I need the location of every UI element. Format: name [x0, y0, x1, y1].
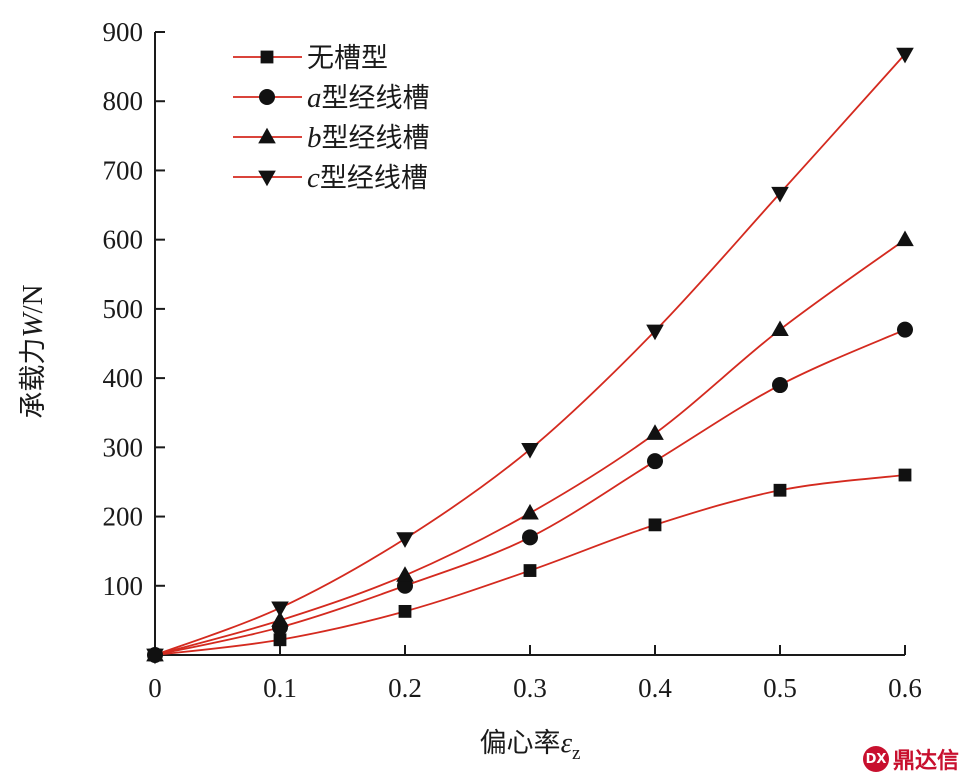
data-point-square: [273, 633, 287, 647]
data-point-circle: [522, 529, 538, 546]
series-line-2: [154, 328, 906, 656]
ddx-logo-icon: DX: [862, 746, 889, 772]
data-point-triangle-up: [896, 230, 914, 247]
data-point-triangle-down: [146, 648, 164, 665]
data-point-triangle-up: [396, 566, 414, 582]
legend-marker-square: [260, 50, 274, 64]
x-axis-label-variable: ε: [561, 727, 573, 759]
y-axis-ticks: 100 200 300 400 500 600 700 800 900: [103, 17, 165, 601]
legend-label-name: 型经线槽: [322, 83, 430, 114]
data-point-triangle-up: [521, 503, 539, 520]
y-tick-label: 800: [103, 86, 144, 116]
x-axis-label-subscript: z: [572, 743, 580, 764]
data-point-triangle-down: [521, 443, 539, 459]
x-tick-label: 0.2: [388, 673, 422, 703]
legend-item: c型经线槽: [233, 162, 428, 194]
y-tick-label: 700: [103, 155, 144, 185]
data-point-circle: [772, 377, 788, 394]
data-point-triangle-up: [646, 424, 664, 440]
y-axis-label-variable: W: [17, 311, 49, 338]
legend-label: 无槽型: [307, 43, 388, 74]
x-axis-ticks: 0 0.1 0.2 0.3 0.4 0.5 0.6: [148, 645, 922, 703]
legend-label-prefix: a: [307, 82, 322, 114]
legend-label-name: 无槽型: [307, 43, 388, 74]
data-point-square: [648, 518, 662, 532]
legend-item: a型经线槽: [233, 82, 430, 114]
data-point-square: [398, 604, 412, 618]
y-tick-label: 400: [103, 363, 144, 393]
data-point-circle: [897, 321, 913, 338]
legend-label: b型经线槽: [307, 122, 430, 154]
legend-label: c型经线槽: [307, 162, 428, 194]
y-tick-label: 300: [103, 432, 144, 462]
legend-marker-circle: [259, 89, 275, 105]
legend-marker-triangle-up: [258, 127, 276, 144]
x-tick-label: 0.1: [263, 673, 297, 703]
data-point-triangle-down: [771, 186, 789, 203]
series-markers: [146, 47, 914, 665]
x-tick-label: 0.5: [763, 673, 797, 703]
legend-label-prefix: b: [307, 122, 322, 154]
watermark-text: 鼎达信: [892, 749, 959, 774]
y-tick-label: 100: [103, 571, 144, 601]
x-tick-label: 0: [148, 673, 162, 703]
y-tick-label: 600: [103, 225, 144, 255]
y-tick-label: 900: [103, 17, 144, 47]
legend-label-name: 型经线槽: [322, 123, 430, 154]
data-point-square: [773, 483, 787, 497]
legend-item: b型经线槽: [233, 122, 430, 154]
x-tick-label: 0.3: [513, 673, 547, 703]
watermark: DX 鼎达信: [862, 743, 959, 775]
x-tick-label: 0.6: [888, 673, 922, 703]
legend-marker-triangle-down: [258, 170, 276, 187]
data-point-square: [523, 564, 537, 577]
legend-item: 无槽型: [233, 43, 388, 74]
legend-label-name: 型经线槽: [320, 163, 428, 194]
data-point-triangle-down: [646, 324, 664, 341]
x-axis-label-text: 偏心率: [480, 728, 561, 759]
y-tick-label: 500: [103, 294, 144, 324]
x-tick-label: 0.4: [638, 673, 672, 703]
x-axis-label: 偏心率εz: [480, 727, 581, 764]
data-point-circle: [647, 453, 663, 470]
y-axis-label-unit: /N: [17, 284, 49, 313]
y-axis-label-text: 承载力: [18, 338, 49, 419]
y-tick-label: 200: [103, 502, 144, 532]
data-point-triangle-down: [396, 532, 414, 548]
data-point-square: [898, 468, 912, 482]
legend-label-prefix: c: [307, 162, 320, 194]
data-point-triangle-down: [271, 601, 289, 618]
legend-label: a型经线槽: [307, 82, 430, 114]
data-point-triangle-up: [771, 320, 789, 337]
axes: [154, 32, 905, 656]
data-point-triangle-down: [896, 47, 914, 64]
y-axis-label: 承载力W/N: [17, 284, 49, 418]
data-point-triangle-up: [271, 611, 289, 627]
